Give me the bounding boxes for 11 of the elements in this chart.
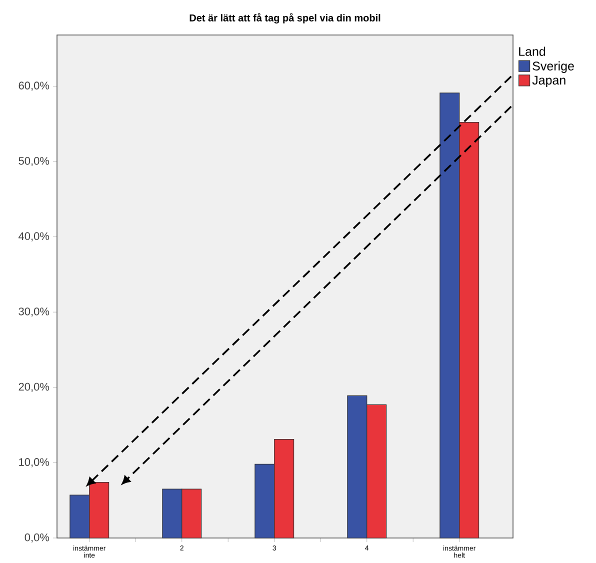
- y-tick-label: 20,0%: [18, 382, 50, 392]
- y-tick-label: 50,0%: [18, 156, 50, 166]
- legend-label: Sverige: [532, 61, 574, 73]
- y-tick-label: 60,0%: [18, 82, 50, 91]
- y-tick-label: 30,0%: [18, 308, 50, 317]
- y-tick-label: 40,0%: [18, 232, 50, 242]
- legend-title: Land: [519, 46, 546, 56]
- y-tick-label: 0,0%: [24, 533, 50, 543]
- chart-title: Det är lätt att få tag på spel via din mobil: [190, 13, 380, 24]
- y-tick-label: 10,0%: [19, 458, 50, 468]
- legend-label: Japan: [532, 76, 566, 88]
